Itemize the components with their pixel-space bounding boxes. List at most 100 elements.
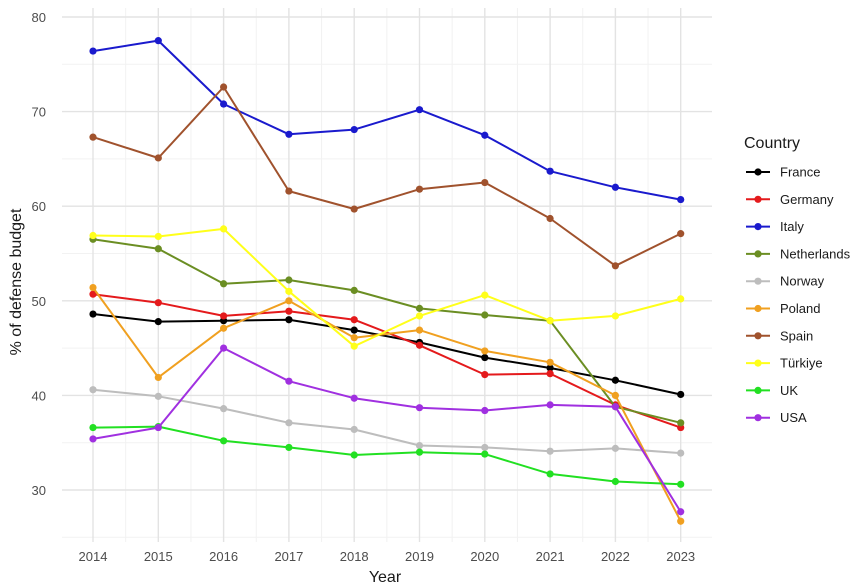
series-line xyxy=(92,347,682,513)
legend-title: Country xyxy=(744,135,800,152)
series-line xyxy=(92,39,681,201)
data-point xyxy=(481,353,489,362)
legend-label: Spain xyxy=(780,328,813,343)
data-point xyxy=(89,310,97,318)
data-point xyxy=(546,401,554,409)
data-point xyxy=(285,377,293,385)
data-point xyxy=(415,312,424,320)
legend-key-point xyxy=(754,277,762,285)
data-point xyxy=(481,347,489,355)
data-point xyxy=(285,419,293,427)
legend-item: Norway xyxy=(746,274,825,289)
data-point xyxy=(154,373,162,382)
data-point xyxy=(481,178,489,187)
data-point xyxy=(415,304,424,312)
data-point xyxy=(611,376,620,384)
series-t-rkiye xyxy=(89,225,685,350)
data-point xyxy=(677,195,685,204)
x-axis-title: Year xyxy=(369,569,402,586)
data-point xyxy=(611,312,620,320)
legend-label: Norway xyxy=(780,274,825,289)
data-point xyxy=(415,404,424,412)
data-point xyxy=(350,342,358,350)
data-point xyxy=(415,106,424,114)
legend-key-point xyxy=(754,332,762,340)
data-point xyxy=(220,225,228,233)
legend-item: France xyxy=(746,165,820,180)
data-point xyxy=(89,290,97,298)
data-point xyxy=(285,316,293,324)
data-point xyxy=(415,326,424,334)
data-point xyxy=(89,386,97,394)
axis-labels: 30 40 50 60 70 80 2014 2015 2016 2017 2018 2019 2020… xyxy=(32,10,696,564)
data-point xyxy=(154,392,162,400)
legend-key-point xyxy=(754,386,762,394)
data-point xyxy=(481,131,489,139)
data-point xyxy=(89,423,97,432)
series-line xyxy=(92,238,681,424)
legend-key-point xyxy=(754,414,762,422)
data-point xyxy=(546,370,554,378)
data-point xyxy=(481,370,489,379)
data-point xyxy=(546,364,554,372)
legend-key-point xyxy=(754,250,762,258)
series-line xyxy=(92,86,682,267)
legend-label: Italy xyxy=(780,219,804,234)
data-point xyxy=(481,443,489,452)
data-point xyxy=(677,390,685,399)
data-point xyxy=(285,307,293,315)
legend-item: Italy xyxy=(746,219,804,234)
data-point xyxy=(611,262,620,270)
legend-item: Netherlands xyxy=(746,246,851,261)
data-point xyxy=(481,291,489,299)
data-point xyxy=(677,508,685,516)
legend-key-point xyxy=(754,195,762,203)
data-point xyxy=(154,299,162,307)
data-point xyxy=(415,341,424,349)
data-point xyxy=(546,214,554,223)
legend: Country France Germany Italy Netherlands Nor… xyxy=(744,135,851,425)
series-line xyxy=(92,293,682,429)
data-point xyxy=(481,450,489,458)
data-point xyxy=(154,232,162,241)
data-point xyxy=(611,403,620,411)
legend-key-point xyxy=(754,359,762,367)
data-point xyxy=(154,37,162,45)
series-lines xyxy=(89,37,685,525)
data-point xyxy=(154,318,162,326)
legend-item: Spain xyxy=(746,328,813,343)
data-point xyxy=(220,83,228,91)
data-point xyxy=(350,425,358,434)
data-point xyxy=(415,441,424,450)
data-point xyxy=(154,245,162,253)
data-point xyxy=(350,286,358,294)
data-point xyxy=(677,517,685,525)
data-point xyxy=(350,334,358,342)
series-line xyxy=(92,388,681,455)
data-point xyxy=(220,437,228,445)
legend-label: UK xyxy=(780,383,798,398)
legend-label: Netherlands xyxy=(780,246,851,261)
data-point xyxy=(350,316,358,324)
data-point xyxy=(611,477,620,486)
data-point xyxy=(677,449,685,457)
data-point xyxy=(285,287,293,295)
legend-key-point xyxy=(754,168,762,176)
data-point xyxy=(89,231,97,240)
y-tick-label: 80 xyxy=(32,10,46,25)
y-tick-label: 40 xyxy=(32,388,46,403)
data-point xyxy=(220,405,228,413)
series-italy xyxy=(89,37,685,204)
data-point xyxy=(220,280,228,288)
data-point xyxy=(481,311,489,319)
x-tick-label: 2016 xyxy=(209,549,238,564)
series-line xyxy=(92,425,681,486)
data-point xyxy=(546,317,554,325)
x-tick-label: 2017 xyxy=(274,549,303,564)
data-point xyxy=(415,448,424,456)
legend-key-point xyxy=(754,304,762,313)
data-point xyxy=(546,470,554,478)
data-point xyxy=(220,312,228,320)
data-point xyxy=(677,480,685,488)
